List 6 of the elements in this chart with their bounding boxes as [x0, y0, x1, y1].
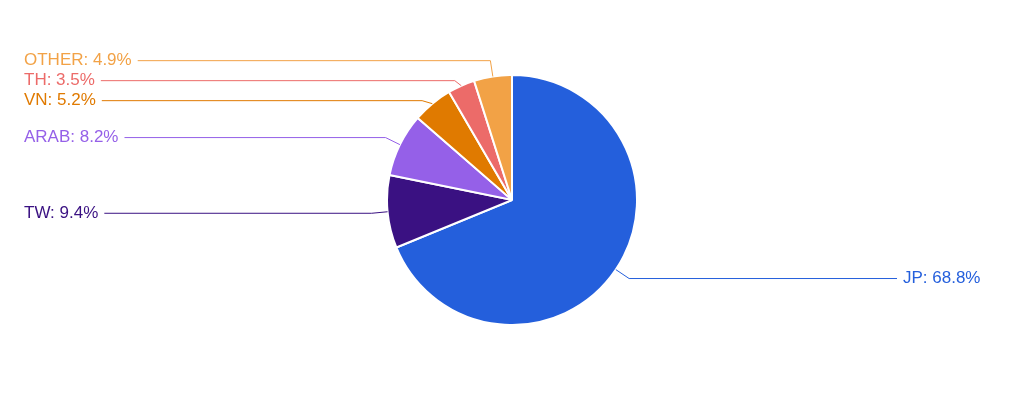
slice-label: OTHER: 4.9%: [24, 50, 132, 70]
slice-label: VN: 5.2%: [24, 90, 96, 110]
slice-label: JP: 68.8%: [903, 268, 981, 288]
slice-label: ARAB: 8.2%: [24, 127, 119, 147]
slice-label: TW: 9.4%: [24, 202, 99, 222]
slice-label: TH: 3.5%: [24, 70, 95, 90]
